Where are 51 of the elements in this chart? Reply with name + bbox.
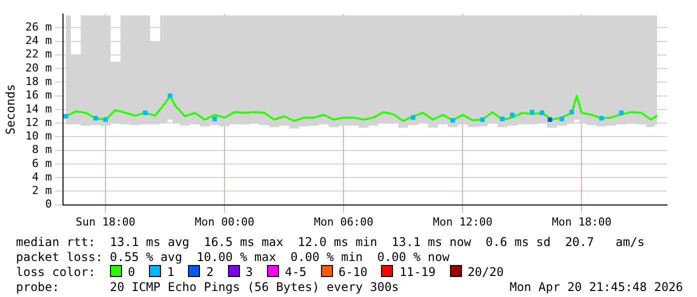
legend-label: 3 xyxy=(246,265,253,279)
text: probe: 20 ICMP Echo Pings (56 Bytes) every 300s xyxy=(16,280,399,294)
legend-label: 11-19 xyxy=(399,265,436,279)
legend-label: 2 xyxy=(206,265,214,279)
text: Mon Apr 20 21:45:48 2026 xyxy=(510,280,683,294)
point xyxy=(570,110,574,114)
point xyxy=(103,117,108,122)
point xyxy=(450,118,455,123)
point xyxy=(93,116,98,121)
text: packet loss: 0.55 % avg 10.00 % max 0.00 % min 0.00 % now xyxy=(16,250,450,264)
legend-label: 20/20 xyxy=(468,265,504,279)
x-tick-label: Mon 06:00 xyxy=(314,215,374,228)
x-tick-label: Mon 12:00 xyxy=(432,215,492,228)
y-tick-label: 18 m xyxy=(25,75,52,88)
y-tick-label: 22 m xyxy=(25,48,52,61)
y-tick-label: 12 m xyxy=(25,116,52,129)
y-tick-label: 26 m xyxy=(25,20,52,34)
point xyxy=(560,116,564,122)
y-tick-label: 16 m xyxy=(25,88,52,102)
legend-label: 6-10 xyxy=(338,265,368,279)
x-tick-label: Mon 18:00 xyxy=(552,215,612,228)
legend-label: 0 xyxy=(128,265,136,279)
y-axis-title: Seconds xyxy=(3,84,18,135)
x-tick-label: Mon 00:00 xyxy=(194,215,254,228)
legend-label: 1 xyxy=(167,265,174,279)
y-tick-label: 24 m xyxy=(25,34,52,48)
y-tick-label: 4 m xyxy=(32,170,52,184)
text: median rtt: 13.1 ms avg 16.5 ms max 12.0 ms min 13.1 ms now 0.6 ms sd 20.7 am/s xyxy=(16,235,645,249)
point xyxy=(168,94,172,98)
y-tick-label: 0 xyxy=(45,198,52,211)
y-tick-label: 14 m xyxy=(25,102,52,116)
y-tick-label: 10 m xyxy=(25,130,52,143)
point xyxy=(500,116,505,122)
point xyxy=(510,112,515,118)
y-tick-label: 2 m xyxy=(32,184,52,198)
x-tick-label: Sun 18:00 xyxy=(76,215,136,228)
legend-title: loss color: xyxy=(16,265,96,279)
point xyxy=(540,110,544,116)
point xyxy=(480,117,485,122)
y-tick-label: 20 m xyxy=(25,61,52,74)
point xyxy=(142,110,148,116)
point xyxy=(599,116,604,121)
point xyxy=(410,115,416,120)
point xyxy=(619,110,624,116)
point xyxy=(212,116,217,122)
y-tick-label: 6 m xyxy=(32,156,52,170)
point xyxy=(548,117,552,122)
y-tick-label: 8 m xyxy=(32,143,52,156)
point xyxy=(530,110,534,114)
legend-label: 4-5 xyxy=(284,265,307,279)
point xyxy=(64,114,68,118)
